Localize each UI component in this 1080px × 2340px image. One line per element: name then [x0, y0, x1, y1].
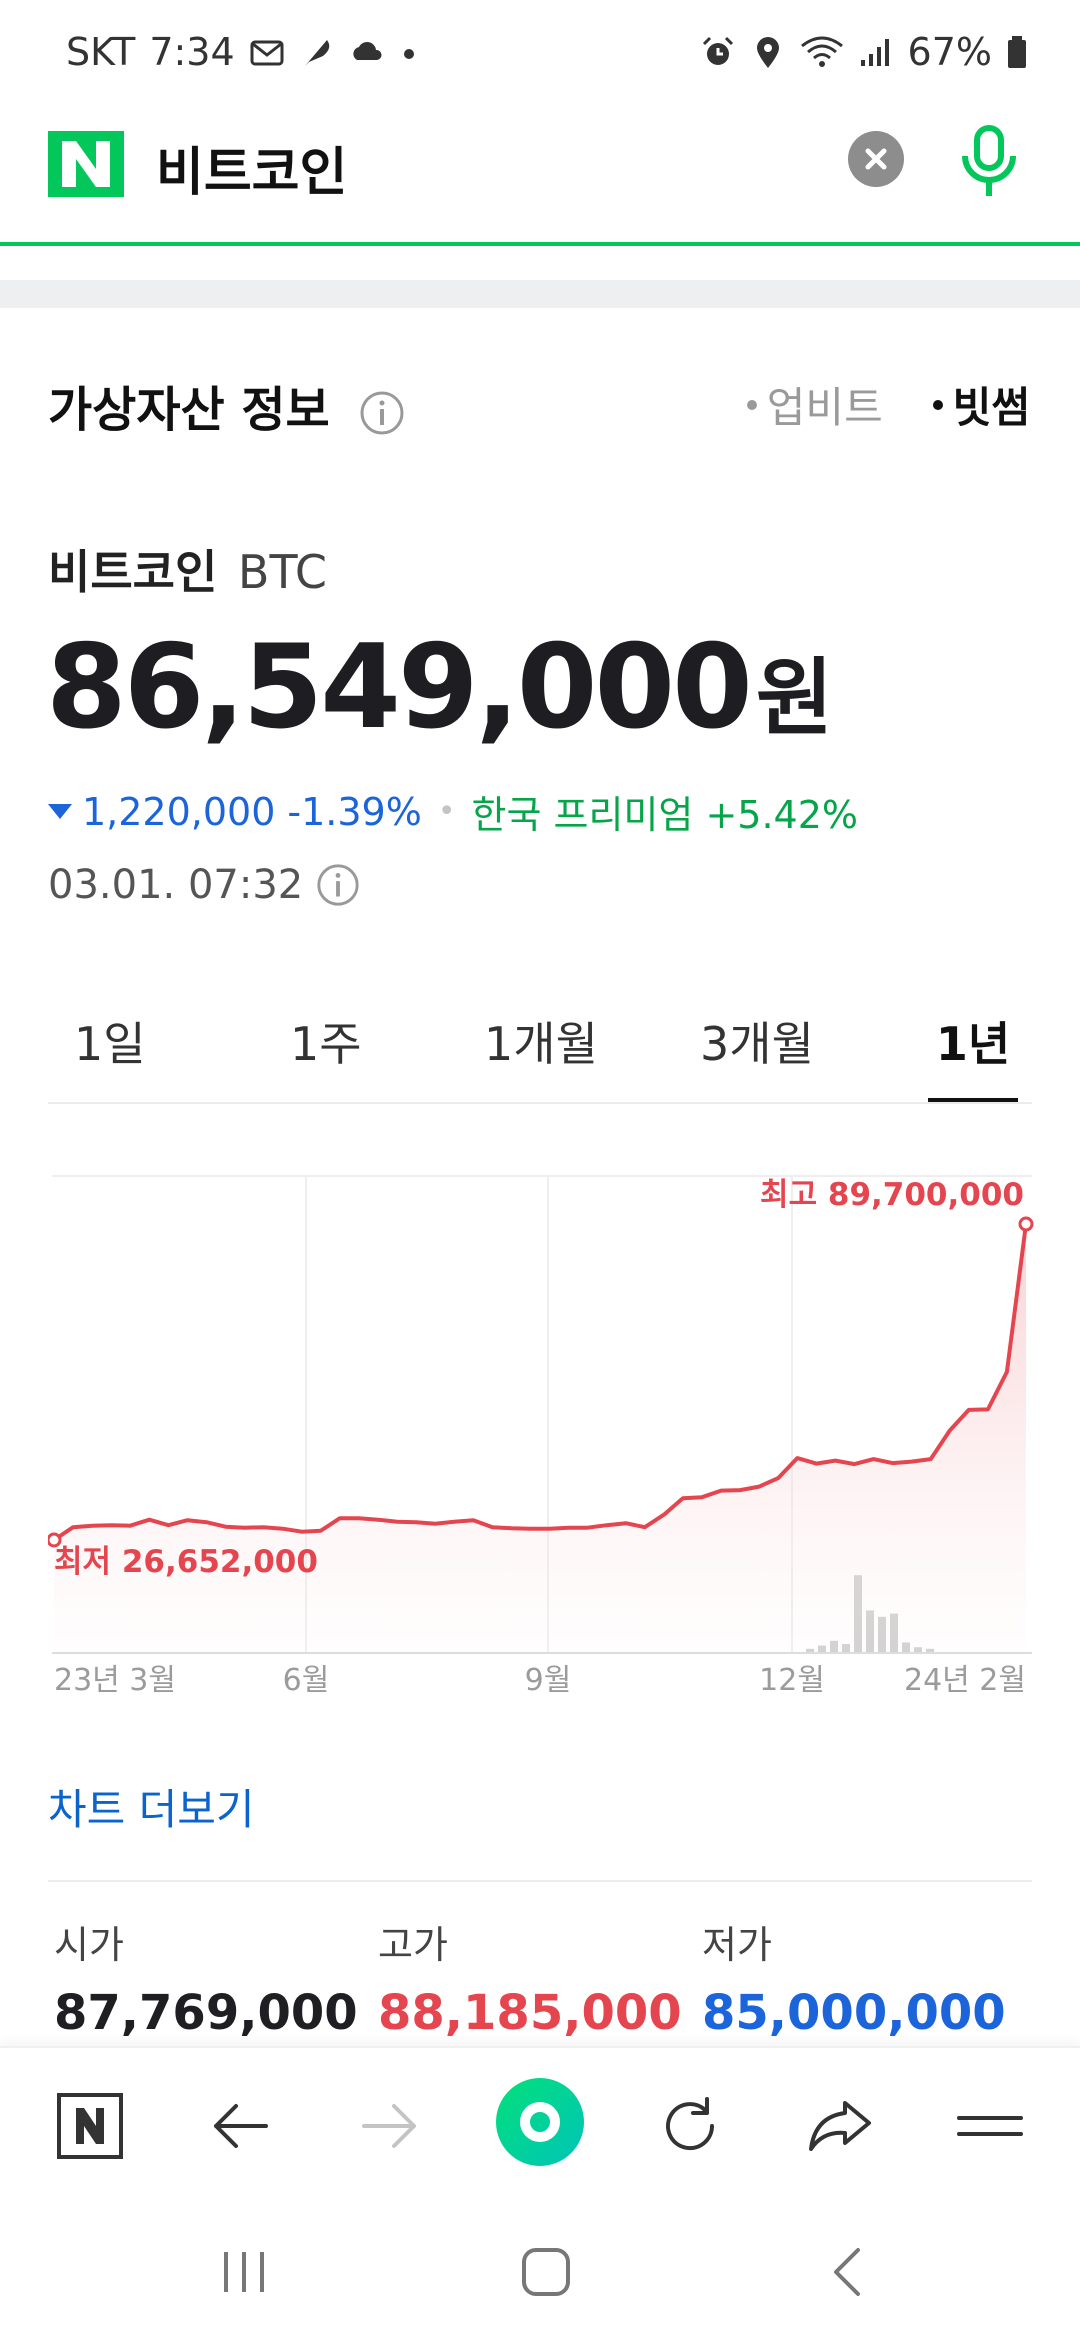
price-area: [54, 1224, 1026, 1653]
tab-3-months[interactable]: 3개월: [700, 1017, 814, 1071]
separator-dot: •: [437, 794, 456, 829]
max-label: 최고 89,700,000: [760, 1177, 1024, 1213]
low-price: 저가 85,000,000: [702, 1914, 1006, 2041]
divider: [48, 1880, 1032, 1882]
tab-1-day[interactable]: 1일: [74, 1017, 146, 1071]
feather-icon: [304, 40, 329, 66]
current-price: 86,549,000원: [46, 620, 833, 755]
search-header: 비트코인: [0, 100, 1080, 246]
tab-1-week[interactable]: 1주: [290, 1017, 362, 1071]
coin-name: 비트코인 BTC: [48, 536, 327, 602]
exchange-tab-upbit[interactable]: 업비트: [746, 374, 883, 435]
down-triangle-icon: [48, 804, 72, 819]
open-label: 시가: [54, 1923, 124, 1967]
info-icon[interactable]: [315, 862, 361, 908]
max-marker: [1018, 1216, 1034, 1232]
back-button[interactable]: [204, 2090, 276, 2162]
wifi-icon: [800, 36, 843, 67]
open-value: 87,769,000: [54, 1985, 358, 2041]
tab-1-month[interactable]: 1개월: [484, 1017, 598, 1071]
exchange-tab-bithumb[interactable]: 빗썸: [932, 374, 1030, 435]
change-amount: 1,220,000: [82, 789, 276, 834]
price-unit: 원: [755, 649, 834, 747]
status-bar: SKT 7:34 67%: [0, 0, 1080, 100]
exchange-tab-label: 빗썸: [952, 383, 1030, 432]
info-icon[interactable]: [358, 389, 406, 437]
x-tick-label: 24년 2월: [904, 1663, 1026, 1698]
low-label: 저가: [702, 1923, 772, 1967]
menu-icon: [957, 2116, 1023, 2136]
menu-button[interactable]: [954, 2090, 1026, 2162]
browser-toolbar: [0, 2046, 1080, 2196]
card-title-text: 가상자산 정보: [48, 382, 330, 438]
cloud-icon: [353, 42, 382, 60]
alarm-icon: [702, 36, 733, 65]
korea-premium: 한국 프리미엄 +5.42%: [471, 793, 859, 837]
signal-icon: [860, 39, 889, 66]
coin-symbol: BTC: [237, 545, 327, 599]
price-chart[interactable]: 최고 89,700,000 최저 26,652,000 23년 3월 6월 9월…: [48, 1160, 1038, 1710]
close-icon: [865, 148, 887, 170]
section-separator: [0, 280, 1080, 308]
refresh-icon: [666, 2097, 715, 2151]
mail-icon: [250, 40, 284, 66]
bullet-icon: [932, 399, 943, 410]
forward-button[interactable]: [354, 2090, 426, 2162]
search-input[interactable]: 비트코인: [156, 143, 348, 203]
period-tabs: 1일 1주 1개월 3개월 1년: [48, 1000, 1032, 1104]
naver-logo[interactable]: [48, 131, 124, 197]
tab-1-year[interactable]: 1년: [928, 1008, 1018, 1102]
price-line: [52, 1223, 1028, 1542]
exchange-tabs: 업비트 빗썸: [746, 374, 1030, 435]
clear-search-button[interactable]: [848, 131, 904, 187]
price-value: 86,549,000: [46, 620, 753, 755]
home-icon[interactable]: [516, 2244, 576, 2300]
share-button[interactable]: [804, 2090, 876, 2162]
mic-icon[interactable]: [954, 124, 1024, 200]
recent-apps-icon[interactable]: [214, 2244, 274, 2300]
high-label: 고가: [378, 1923, 448, 1967]
high-price: 고가 88,185,000: [378, 1914, 682, 2041]
coin-name-kr: 비트코인: [48, 545, 218, 599]
clock: 7:34: [149, 30, 235, 74]
timestamp-text: 03.01. 07:32: [48, 862, 304, 908]
price-timestamp: 03.01. 07:32: [48, 862, 361, 908]
card-title: 가상자산 정보: [48, 370, 406, 440]
dot-icon: [403, 49, 414, 59]
bullet-icon: [746, 399, 757, 410]
x-tick-label: 6월: [283, 1663, 330, 1698]
share-icon: [809, 2101, 871, 2151]
min-marker: [48, 1532, 62, 1548]
change-percent: -1.39%: [287, 789, 422, 834]
exchange-tab-label: 업비트: [766, 383, 883, 432]
green-dot-icon: [520, 2102, 560, 2142]
naver-home-button[interactable]: [54, 2090, 126, 2162]
x-tick-label: 12월: [759, 1663, 825, 1698]
system-nav-bar: [0, 2196, 1080, 2340]
low-value: 85,000,000: [702, 1985, 1006, 2041]
more-chart-link[interactable]: 차트 더보기: [48, 1785, 255, 1834]
forward-arrow-icon: [362, 2104, 416, 2148]
price-change-row: 1,220,000 -1.39% • 한국 프리미엄 +5.42%: [48, 784, 858, 839]
green-dot-button[interactable]: [496, 2078, 584, 2166]
battery-icon: [1008, 36, 1026, 68]
carrier-label: SKT: [66, 30, 136, 74]
x-tick-label: 23년 3월: [54, 1663, 176, 1698]
open-price: 시가 87,769,000: [54, 1914, 358, 2041]
back-icon[interactable]: [818, 2244, 878, 2300]
naver-home-icon: [57, 2093, 123, 2159]
battery-percent: 67%: [907, 30, 992, 74]
refresh-button[interactable]: [654, 2090, 726, 2162]
x-tick-label: 9월: [525, 1663, 572, 1698]
location-icon: [756, 37, 779, 68]
back-arrow-icon: [214, 2104, 268, 2148]
min-label: 최저 26,652,000: [54, 1544, 318, 1580]
high-value: 88,185,000: [378, 1985, 682, 2041]
